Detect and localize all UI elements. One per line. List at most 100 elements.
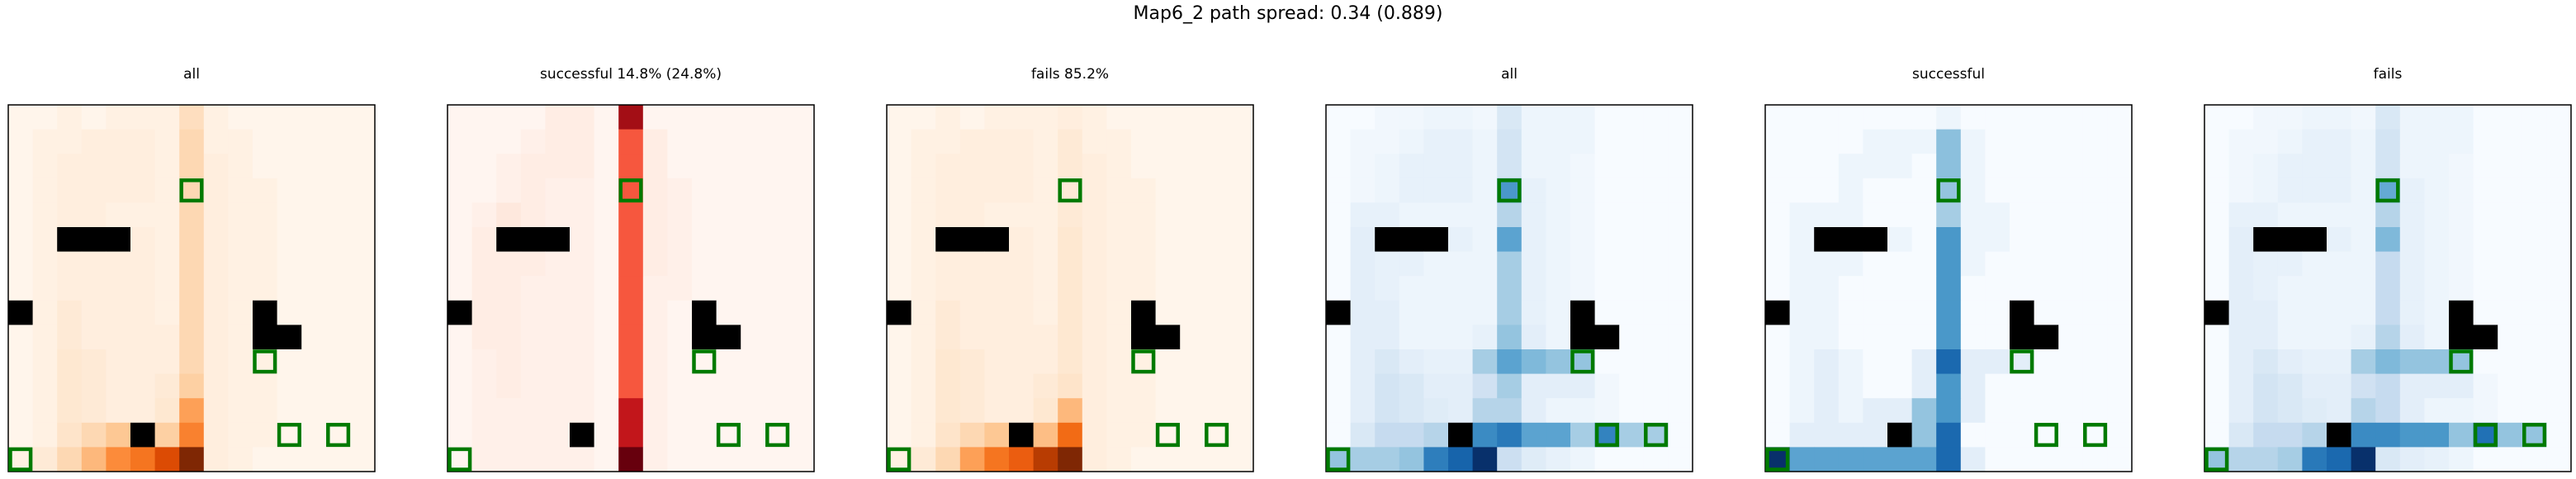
heatmap-cell: [545, 398, 571, 424]
heatmap-cell: [2204, 105, 2229, 130]
heatmap-cell: [1106, 154, 1132, 179]
heatmap-cell: [1887, 373, 1912, 399]
heatmap-cell: [2253, 300, 2279, 325]
heatmap-cell: [325, 300, 351, 325]
heatmap-cell: [1350, 227, 1376, 252]
heatmap-cell: [1936, 105, 1962, 130]
heatmap-cell: [203, 300, 229, 325]
goal-marker: [2034, 423, 2058, 448]
heatmap-cell: [1789, 202, 1815, 228]
heatmap-cell: [2498, 227, 2523, 252]
obstacle-cell: [1863, 227, 1888, 252]
heatmap-cell: [1472, 349, 1498, 374]
heatmap-cell: [1521, 422, 1546, 448]
heatmap-cell: [2327, 178, 2351, 203]
heatmap-cell: [1082, 202, 1107, 228]
heatmap-cell: [1863, 202, 1888, 228]
heatmap-cell: [57, 373, 83, 399]
heatmap-cell: [1131, 154, 1156, 179]
heatmap-cell: [545, 422, 571, 448]
heatmap-cell: [692, 227, 717, 252]
heatmap-cell: [1546, 202, 1571, 228]
heatmap-cell: [765, 251, 790, 277]
heatmap-cell: [1350, 398, 1376, 424]
heatmap-cell: [789, 251, 815, 277]
heatmap-cell: [253, 178, 277, 203]
heatmap-cell: [325, 202, 351, 228]
heatmap-cell: [32, 373, 58, 399]
heatmap-cell: [1423, 398, 1449, 424]
heatmap-cell: [1643, 154, 1669, 179]
heatmap-cell: [1058, 422, 1083, 448]
heatmap-cell: [325, 105, 351, 130]
heatmap-cell: [1009, 202, 1034, 228]
heatmap-cell: [106, 105, 131, 130]
heatmap-cell: [154, 129, 180, 154]
heatmap-cell: [2327, 325, 2351, 350]
heatmap-cell: [1911, 325, 1937, 350]
heatmap-cell: [471, 251, 497, 277]
goal-marker: [1131, 349, 1156, 374]
heatmap-cell: [716, 251, 741, 277]
heatmap-cell: [2473, 373, 2498, 399]
heatmap-cell: [179, 202, 205, 228]
obstacle-cell: [2010, 300, 2034, 325]
heatmap-cell: [1594, 202, 1620, 228]
heatmap-cell: [2034, 129, 2059, 154]
heatmap-cell: [1789, 373, 1815, 399]
heatmap-cell: [1765, 105, 1790, 130]
heatmap-cell: [1058, 325, 1083, 350]
heatmap-cell: [2473, 349, 2498, 374]
heatmap-cell: [1765, 129, 1790, 154]
heatmap-cell: [2473, 276, 2498, 301]
heatmap-cell: [1497, 325, 1522, 350]
heatmap-cell: [667, 325, 693, 350]
heatmap-cell: [2546, 227, 2572, 252]
heatmap-cell: [2034, 276, 2059, 301]
heatmap-cell: [154, 202, 180, 228]
heatmap-cell: [1229, 373, 1254, 399]
heatmap-cell: [1326, 105, 1351, 130]
heatmap-cell: [520, 154, 546, 179]
heatmap-cell: [1155, 373, 1181, 399]
heatmap-cell: [789, 154, 815, 179]
heatmap-cell: [2546, 178, 2572, 203]
panel-title: all: [183, 66, 200, 83]
heatmap-cell: [741, 447, 766, 472]
heatmap-cell: [1375, 154, 1400, 179]
heatmap-cell: [1106, 349, 1132, 374]
heatmap-cell: [57, 178, 83, 203]
heatmap-cell: [1838, 178, 1863, 203]
heatmap-cell: [667, 105, 693, 130]
heatmap-cell: [1106, 202, 1132, 228]
heatmap-cell: [2228, 276, 2254, 301]
heatmap-cell: [1326, 373, 1351, 399]
heatmap-cell: [667, 227, 693, 252]
heatmap-cell: [2107, 251, 2133, 277]
heatmap-cell: [350, 251, 376, 277]
heatmap-cell: [1204, 398, 1229, 424]
heatmap-cell: [789, 276, 815, 301]
heatmap-cell: [2351, 227, 2376, 252]
heatmap-cell: [1423, 325, 1449, 350]
heatmap-cell: [2375, 154, 2401, 179]
heatmap-cell: [2424, 325, 2450, 350]
heatmap-cell: [1863, 105, 1888, 130]
heatmap-cell: [1960, 325, 1986, 350]
heatmap-cell: [1789, 422, 1815, 448]
heatmap-cell: [1423, 178, 1449, 203]
heatmap-cell: [1033, 398, 1058, 424]
heatmap-cell: [277, 178, 302, 203]
heatmap-cell: [935, 325, 961, 350]
heatmap-cell: [1472, 251, 1498, 277]
heatmap-cell: [2228, 202, 2254, 228]
heatmap-cell: [570, 349, 594, 374]
heatmap-cell: [277, 154, 302, 179]
heatmap-cell: [1838, 325, 1863, 350]
heatmap-cell: [471, 349, 497, 374]
heatmap-cell: [154, 447, 180, 472]
obstacle-cell: [959, 227, 985, 252]
heatmap-cell: [2228, 325, 2254, 350]
heatmap-cell: [228, 227, 253, 252]
goal-marker: [179, 178, 204, 203]
